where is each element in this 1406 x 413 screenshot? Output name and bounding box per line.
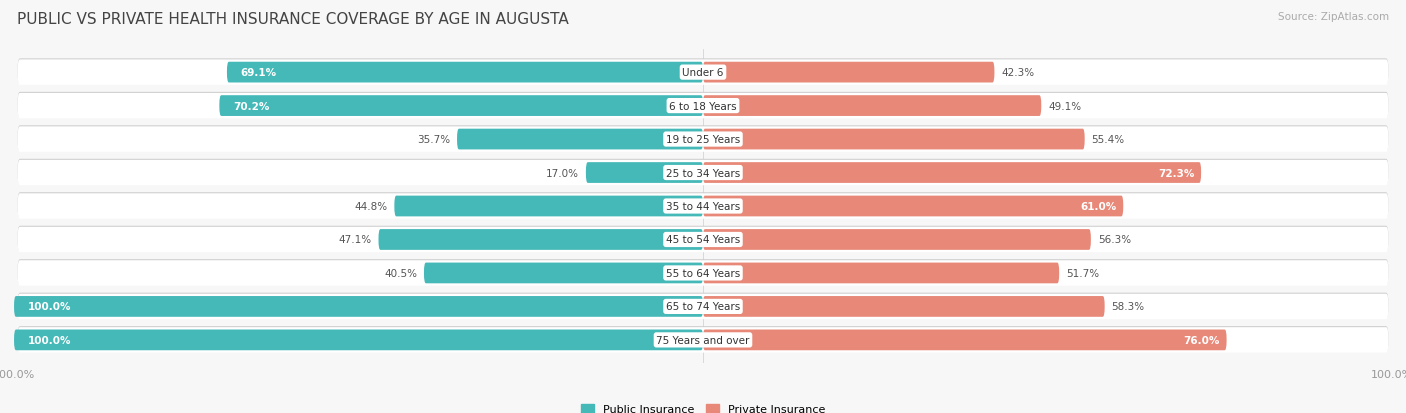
FancyBboxPatch shape — [703, 330, 1226, 350]
Text: 40.5%: 40.5% — [384, 268, 418, 278]
FancyBboxPatch shape — [586, 163, 703, 183]
FancyBboxPatch shape — [17, 261, 1389, 286]
FancyBboxPatch shape — [17, 127, 1389, 152]
Text: 70.2%: 70.2% — [233, 101, 270, 112]
Text: 17.0%: 17.0% — [546, 168, 579, 178]
Text: 42.3%: 42.3% — [1001, 68, 1035, 78]
FancyBboxPatch shape — [219, 96, 703, 117]
Text: 19 to 25 Years: 19 to 25 Years — [666, 135, 740, 145]
Text: 76.0%: 76.0% — [1184, 335, 1219, 345]
FancyBboxPatch shape — [226, 63, 703, 83]
FancyBboxPatch shape — [17, 293, 1389, 318]
FancyBboxPatch shape — [703, 196, 1123, 217]
FancyBboxPatch shape — [703, 163, 1201, 183]
FancyBboxPatch shape — [703, 230, 1091, 250]
FancyBboxPatch shape — [17, 160, 1389, 186]
FancyBboxPatch shape — [703, 129, 1084, 150]
Text: 75 Years and over: 75 Years and over — [657, 335, 749, 345]
Text: 35.7%: 35.7% — [418, 135, 450, 145]
Text: 100.0%: 100.0% — [28, 301, 72, 312]
Text: 58.3%: 58.3% — [1112, 301, 1144, 312]
FancyBboxPatch shape — [703, 263, 1059, 284]
FancyBboxPatch shape — [17, 227, 1389, 253]
FancyBboxPatch shape — [703, 96, 1042, 117]
Text: 69.1%: 69.1% — [240, 68, 277, 78]
FancyBboxPatch shape — [17, 126, 1389, 152]
Text: 44.8%: 44.8% — [354, 202, 388, 211]
FancyBboxPatch shape — [17, 94, 1389, 119]
Text: 55.4%: 55.4% — [1091, 135, 1125, 145]
Text: PUBLIC VS PRIVATE HEALTH INSURANCE COVERAGE BY AGE IN AUGUSTA: PUBLIC VS PRIVATE HEALTH INSURANCE COVER… — [17, 12, 568, 27]
Text: 49.1%: 49.1% — [1047, 101, 1081, 112]
Text: 45 to 54 Years: 45 to 54 Years — [666, 235, 740, 245]
FancyBboxPatch shape — [14, 296, 703, 317]
FancyBboxPatch shape — [17, 226, 1389, 252]
FancyBboxPatch shape — [17, 194, 1389, 219]
Text: 61.0%: 61.0% — [1080, 202, 1116, 211]
Text: 35 to 44 Years: 35 to 44 Years — [666, 202, 740, 211]
Text: 55 to 64 Years: 55 to 64 Years — [666, 268, 740, 278]
FancyBboxPatch shape — [17, 326, 1389, 352]
FancyBboxPatch shape — [703, 63, 994, 83]
FancyBboxPatch shape — [17, 60, 1389, 85]
FancyBboxPatch shape — [17, 193, 1389, 218]
FancyBboxPatch shape — [17, 159, 1389, 185]
FancyBboxPatch shape — [703, 296, 1105, 317]
Text: 100.0%: 100.0% — [28, 335, 72, 345]
FancyBboxPatch shape — [17, 93, 1389, 118]
Text: 72.3%: 72.3% — [1157, 168, 1194, 178]
Text: Source: ZipAtlas.com: Source: ZipAtlas.com — [1278, 12, 1389, 22]
Text: 56.3%: 56.3% — [1098, 235, 1130, 245]
Text: Under 6: Under 6 — [682, 68, 724, 78]
Text: 65 to 74 Years: 65 to 74 Years — [666, 301, 740, 312]
FancyBboxPatch shape — [425, 263, 703, 284]
FancyBboxPatch shape — [457, 129, 703, 150]
Text: 47.1%: 47.1% — [339, 235, 371, 245]
FancyBboxPatch shape — [394, 196, 703, 217]
Text: 25 to 34 Years: 25 to 34 Years — [666, 168, 740, 178]
FancyBboxPatch shape — [17, 328, 1389, 353]
FancyBboxPatch shape — [378, 230, 703, 250]
FancyBboxPatch shape — [17, 260, 1389, 285]
Legend: Public Insurance, Private Insurance: Public Insurance, Private Insurance — [581, 404, 825, 413]
Text: 6 to 18 Years: 6 to 18 Years — [669, 101, 737, 112]
Text: 51.7%: 51.7% — [1066, 268, 1099, 278]
FancyBboxPatch shape — [17, 59, 1389, 85]
FancyBboxPatch shape — [14, 330, 703, 350]
FancyBboxPatch shape — [17, 294, 1389, 319]
